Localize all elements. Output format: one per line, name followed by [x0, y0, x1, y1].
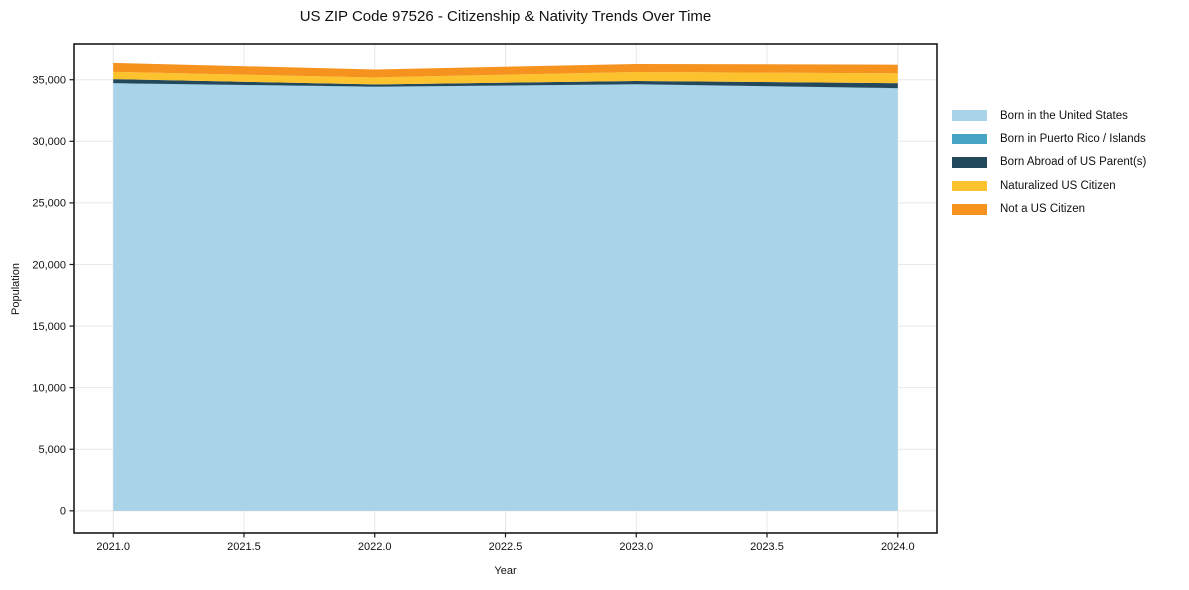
y-axis-label: Population	[10, 263, 22, 315]
y-tick-label: 15,000	[32, 321, 66, 333]
legend-swatch-3	[952, 180, 987, 192]
chart-title: US ZIP Code 97526 - Citizenship & Nativi…	[299, 8, 712, 25]
x-tick-label: 2023.0	[619, 541, 653, 553]
legend-item: Not a US Citizen	[952, 198, 1146, 221]
x-tick-label: 2022.0	[358, 541, 392, 553]
x-tick-label: 2021.0	[96, 541, 130, 553]
legend-item: Naturalized US Citizen	[952, 174, 1146, 197]
y-tick-label: 35,000	[32, 75, 66, 87]
y-tick-label: 10,000	[32, 382, 66, 394]
x-tick-label: 2023.5	[750, 541, 784, 553]
legend-item: Born Abroad of US Parent(s)	[952, 151, 1146, 174]
legend-label: Not a US Citizen	[1000, 203, 1086, 216]
y-tick-label: 30,000	[32, 136, 66, 148]
legend-label: Naturalized US Citizen	[1000, 179, 1116, 192]
x-tick-label: 2024.0	[881, 541, 915, 553]
y-tick-label: 0	[60, 506, 66, 518]
y-tick-label: 25,000	[32, 198, 66, 210]
legend-label: Born Abroad of US Parent(s)	[1000, 156, 1147, 169]
legend-swatch-0	[952, 110, 987, 121]
x-tick-label: 2021.5	[227, 541, 261, 553]
legend: Born in the United States Born in Puerto …	[952, 104, 1146, 221]
legend-label: Born in the United States	[1000, 109, 1128, 122]
area-series-0	[113, 83, 898, 511]
legend-swatch-4	[952, 204, 987, 215]
area-series-3	[113, 71, 898, 85]
x-axis-label: Year	[494, 565, 517, 577]
legend-swatch-1	[952, 133, 987, 145]
y-tick-label: 5,000	[38, 444, 66, 456]
legend-label: Born in Puerto Rico / Islands	[1000, 133, 1146, 146]
x-tick-label: 2022.5	[489, 541, 523, 553]
legend-item: Born in the United States	[952, 104, 1146, 127]
legend-item: Born in Puerto Rico / Islands	[952, 127, 1146, 150]
legend-swatch-2	[952, 157, 987, 168]
area-series-4	[113, 62, 898, 78]
y-tick-label: 20,000	[32, 259, 66, 271]
area-series-2	[113, 79, 898, 89]
